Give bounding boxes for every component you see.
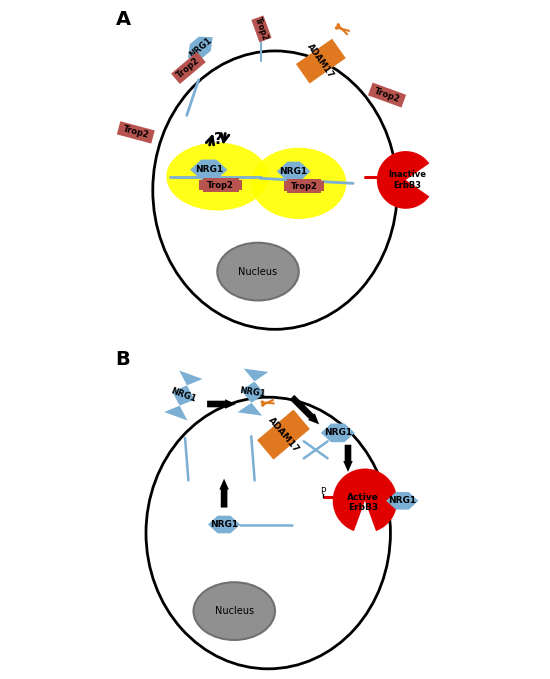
Text: NRG1: NRG1 xyxy=(279,167,308,176)
Polygon shape xyxy=(203,178,239,192)
Polygon shape xyxy=(171,52,206,84)
Text: A: A xyxy=(116,10,130,29)
Polygon shape xyxy=(190,160,228,180)
Text: NRG1: NRG1 xyxy=(169,387,197,404)
FancyArrow shape xyxy=(207,399,236,409)
Text: Nucleus: Nucleus xyxy=(239,267,278,276)
Text: NRG1: NRG1 xyxy=(188,35,213,60)
Polygon shape xyxy=(238,369,268,416)
Ellipse shape xyxy=(217,243,299,301)
Text: Trop2: Trop2 xyxy=(373,86,401,104)
Text: Nucleus: Nucleus xyxy=(214,606,254,616)
Text: Active
ErbB3: Active ErbB3 xyxy=(348,493,379,512)
Text: Trop2: Trop2 xyxy=(175,56,202,80)
Ellipse shape xyxy=(251,147,346,219)
Polygon shape xyxy=(296,39,346,84)
FancyArrow shape xyxy=(290,395,319,424)
Text: Inactive
ErbB3: Inactive ErbB3 xyxy=(388,170,426,189)
Text: NRG1: NRG1 xyxy=(388,496,416,505)
Polygon shape xyxy=(257,409,310,460)
Polygon shape xyxy=(235,180,243,190)
Polygon shape xyxy=(208,516,240,534)
Polygon shape xyxy=(284,181,290,191)
Text: Trop2: Trop2 xyxy=(207,181,234,189)
Wedge shape xyxy=(333,469,397,531)
Polygon shape xyxy=(117,122,155,143)
Polygon shape xyxy=(386,492,419,509)
Ellipse shape xyxy=(146,397,390,669)
Polygon shape xyxy=(287,179,321,193)
Text: B: B xyxy=(116,350,130,369)
Ellipse shape xyxy=(153,51,397,329)
Text: NRG1: NRG1 xyxy=(195,165,223,175)
Polygon shape xyxy=(368,83,406,107)
Polygon shape xyxy=(164,371,202,420)
Polygon shape xyxy=(317,181,324,191)
Wedge shape xyxy=(377,151,430,208)
Text: NRG1: NRG1 xyxy=(324,428,352,437)
Text: NRG1: NRG1 xyxy=(239,386,267,399)
Text: Trop2: Trop2 xyxy=(253,16,270,42)
Polygon shape xyxy=(199,180,206,190)
Text: P: P xyxy=(321,487,326,496)
Polygon shape xyxy=(321,424,355,442)
FancyArrow shape xyxy=(219,479,229,508)
Ellipse shape xyxy=(194,582,275,640)
FancyArrow shape xyxy=(343,445,353,472)
Polygon shape xyxy=(277,162,311,181)
Text: NRG1: NRG1 xyxy=(210,520,238,529)
Text: Trop2: Trop2 xyxy=(290,181,317,191)
Text: Trop2: Trop2 xyxy=(122,124,150,141)
Polygon shape xyxy=(251,16,272,42)
Text: ADAM17: ADAM17 xyxy=(266,415,301,454)
Polygon shape xyxy=(188,37,213,58)
Ellipse shape xyxy=(166,143,268,210)
Text: ?: ? xyxy=(213,132,222,147)
Text: ADAM17: ADAM17 xyxy=(306,42,336,80)
